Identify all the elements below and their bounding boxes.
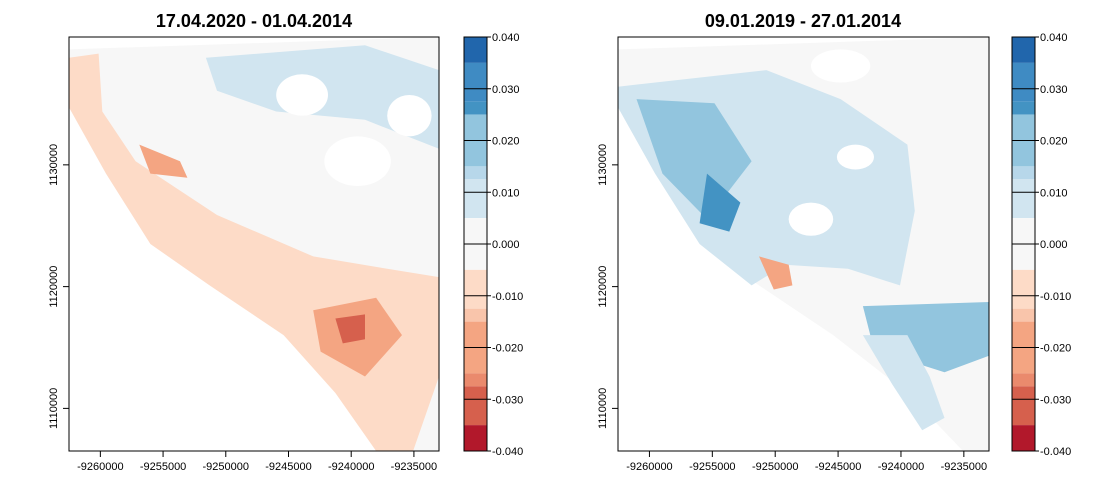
legend-bin (464, 101, 487, 115)
legend-bin (1012, 166, 1035, 180)
x-tick-label: -9245000 (815, 461, 862, 473)
nodata-gap (810, 49, 871, 83)
plot-frame (617, 36, 990, 452)
legend-tick-label: 0.030 (1040, 84, 1068, 96)
legend-tick-label: -0.020 (1040, 343, 1071, 355)
raster-area (69, 37, 439, 451)
legend-bin (464, 62, 487, 102)
map-panel-right: -9260000 -9255000 -9250000 -9245000 -9240000… (597, 32, 1071, 473)
legend-colorbar: 0.040 0.030 0.020 0.010 0.000 -0.010 -0.020 -0.… (463, 32, 523, 458)
x-tick-label: -9250000 (203, 461, 250, 473)
legend-bin (464, 37, 487, 63)
legend-bin (464, 179, 487, 219)
nodata-gap (276, 74, 328, 116)
legend-bin (464, 269, 487, 309)
legend-bin (464, 308, 487, 322)
legend-bin (1012, 386, 1035, 426)
y-tick-label: 1130000 (48, 144, 60, 186)
x-tick-label: -9240000 (328, 461, 375, 473)
legend-tick-label: -0.010 (1040, 291, 1071, 303)
legend-bin (464, 166, 487, 180)
legend-bin (1012, 373, 1035, 387)
legend-tick-label: -0.030 (1040, 394, 1071, 406)
x-tick-label: -9260000 (626, 461, 673, 473)
legend-bin (1012, 308, 1035, 322)
legend-tick-label: 0.030 (492, 84, 520, 96)
x-tick-label: -9250000 (752, 461, 799, 473)
legend-tick-label: 0.040 (1040, 32, 1068, 44)
x-tick-label: -9245000 (265, 461, 312, 473)
y-tick-label: 1120000 (597, 266, 609, 308)
x-tick-label: -9240000 (878, 461, 925, 473)
legend-bin (464, 373, 487, 387)
y-tick-label: 1110000 (48, 388, 60, 429)
negative-patch (759, 256, 793, 290)
legend-tick-label: 0.000 (1040, 239, 1068, 251)
legend-tick-label: 0.010 (1040, 187, 1068, 199)
nodata-gap (387, 94, 432, 137)
strong-positive-patch (699, 173, 741, 232)
legend-tick-label: -0.030 (492, 394, 523, 406)
legend-bin (1012, 179, 1035, 219)
raster-area (618, 37, 989, 451)
legend-colorbar: 0.040 0.030 0.020 0.010 0.000 -0.010 -0.020 -0.… (1011, 32, 1071, 458)
legend-tick-label: -0.010 (492, 291, 523, 303)
map-panel-left: -9260000 -9255000 -9250000 -9245000 -9240000… (48, 32, 523, 473)
legend-bin (464, 386, 487, 426)
nodata-gap (836, 144, 874, 170)
x-tick-label: -9260000 (77, 461, 124, 473)
positive-change-region (862, 335, 945, 431)
nodata-gap (788, 202, 834, 236)
legend-bin (1012, 269, 1035, 309)
x-tick-label: -9235000 (941, 461, 988, 473)
legend-tick-label: 0.040 (492, 32, 520, 44)
x-tick-label: -9255000 (689, 461, 736, 473)
legend-bin (1012, 425, 1035, 451)
legend-tick-label: 0.020 (492, 136, 520, 148)
legend-tick-label: -0.040 (1040, 446, 1071, 458)
plot-frame (68, 36, 440, 452)
chart-title-right: 09.01.2019 - 27.01.2014 (705, 11, 901, 31)
peak-negative-spot (335, 314, 365, 344)
y-tick-label: 1130000 (597, 144, 609, 186)
legend-bin (1012, 101, 1035, 115)
legend-tick-label: -0.040 (492, 446, 523, 458)
legend-tick-label: 0.010 (492, 187, 520, 199)
legend-tick-label: -0.020 (492, 343, 523, 355)
legend-bin (1012, 37, 1035, 63)
x-tick-label: -9255000 (140, 461, 187, 473)
y-tick-label: 1120000 (48, 266, 60, 308)
y-tick-label: 1110000 (597, 388, 609, 429)
legend-tick-label: 0.000 (492, 239, 520, 251)
legend-bin (1012, 62, 1035, 102)
negative-patch (139, 144, 188, 178)
legend-bin (464, 425, 487, 451)
chart-title-left: 17.04.2020 - 01.04.2014 (156, 11, 352, 31)
x-tick-label: -9235000 (391, 461, 438, 473)
nodata-gap (324, 136, 391, 187)
legend-tick-label: 0.020 (1040, 136, 1068, 148)
